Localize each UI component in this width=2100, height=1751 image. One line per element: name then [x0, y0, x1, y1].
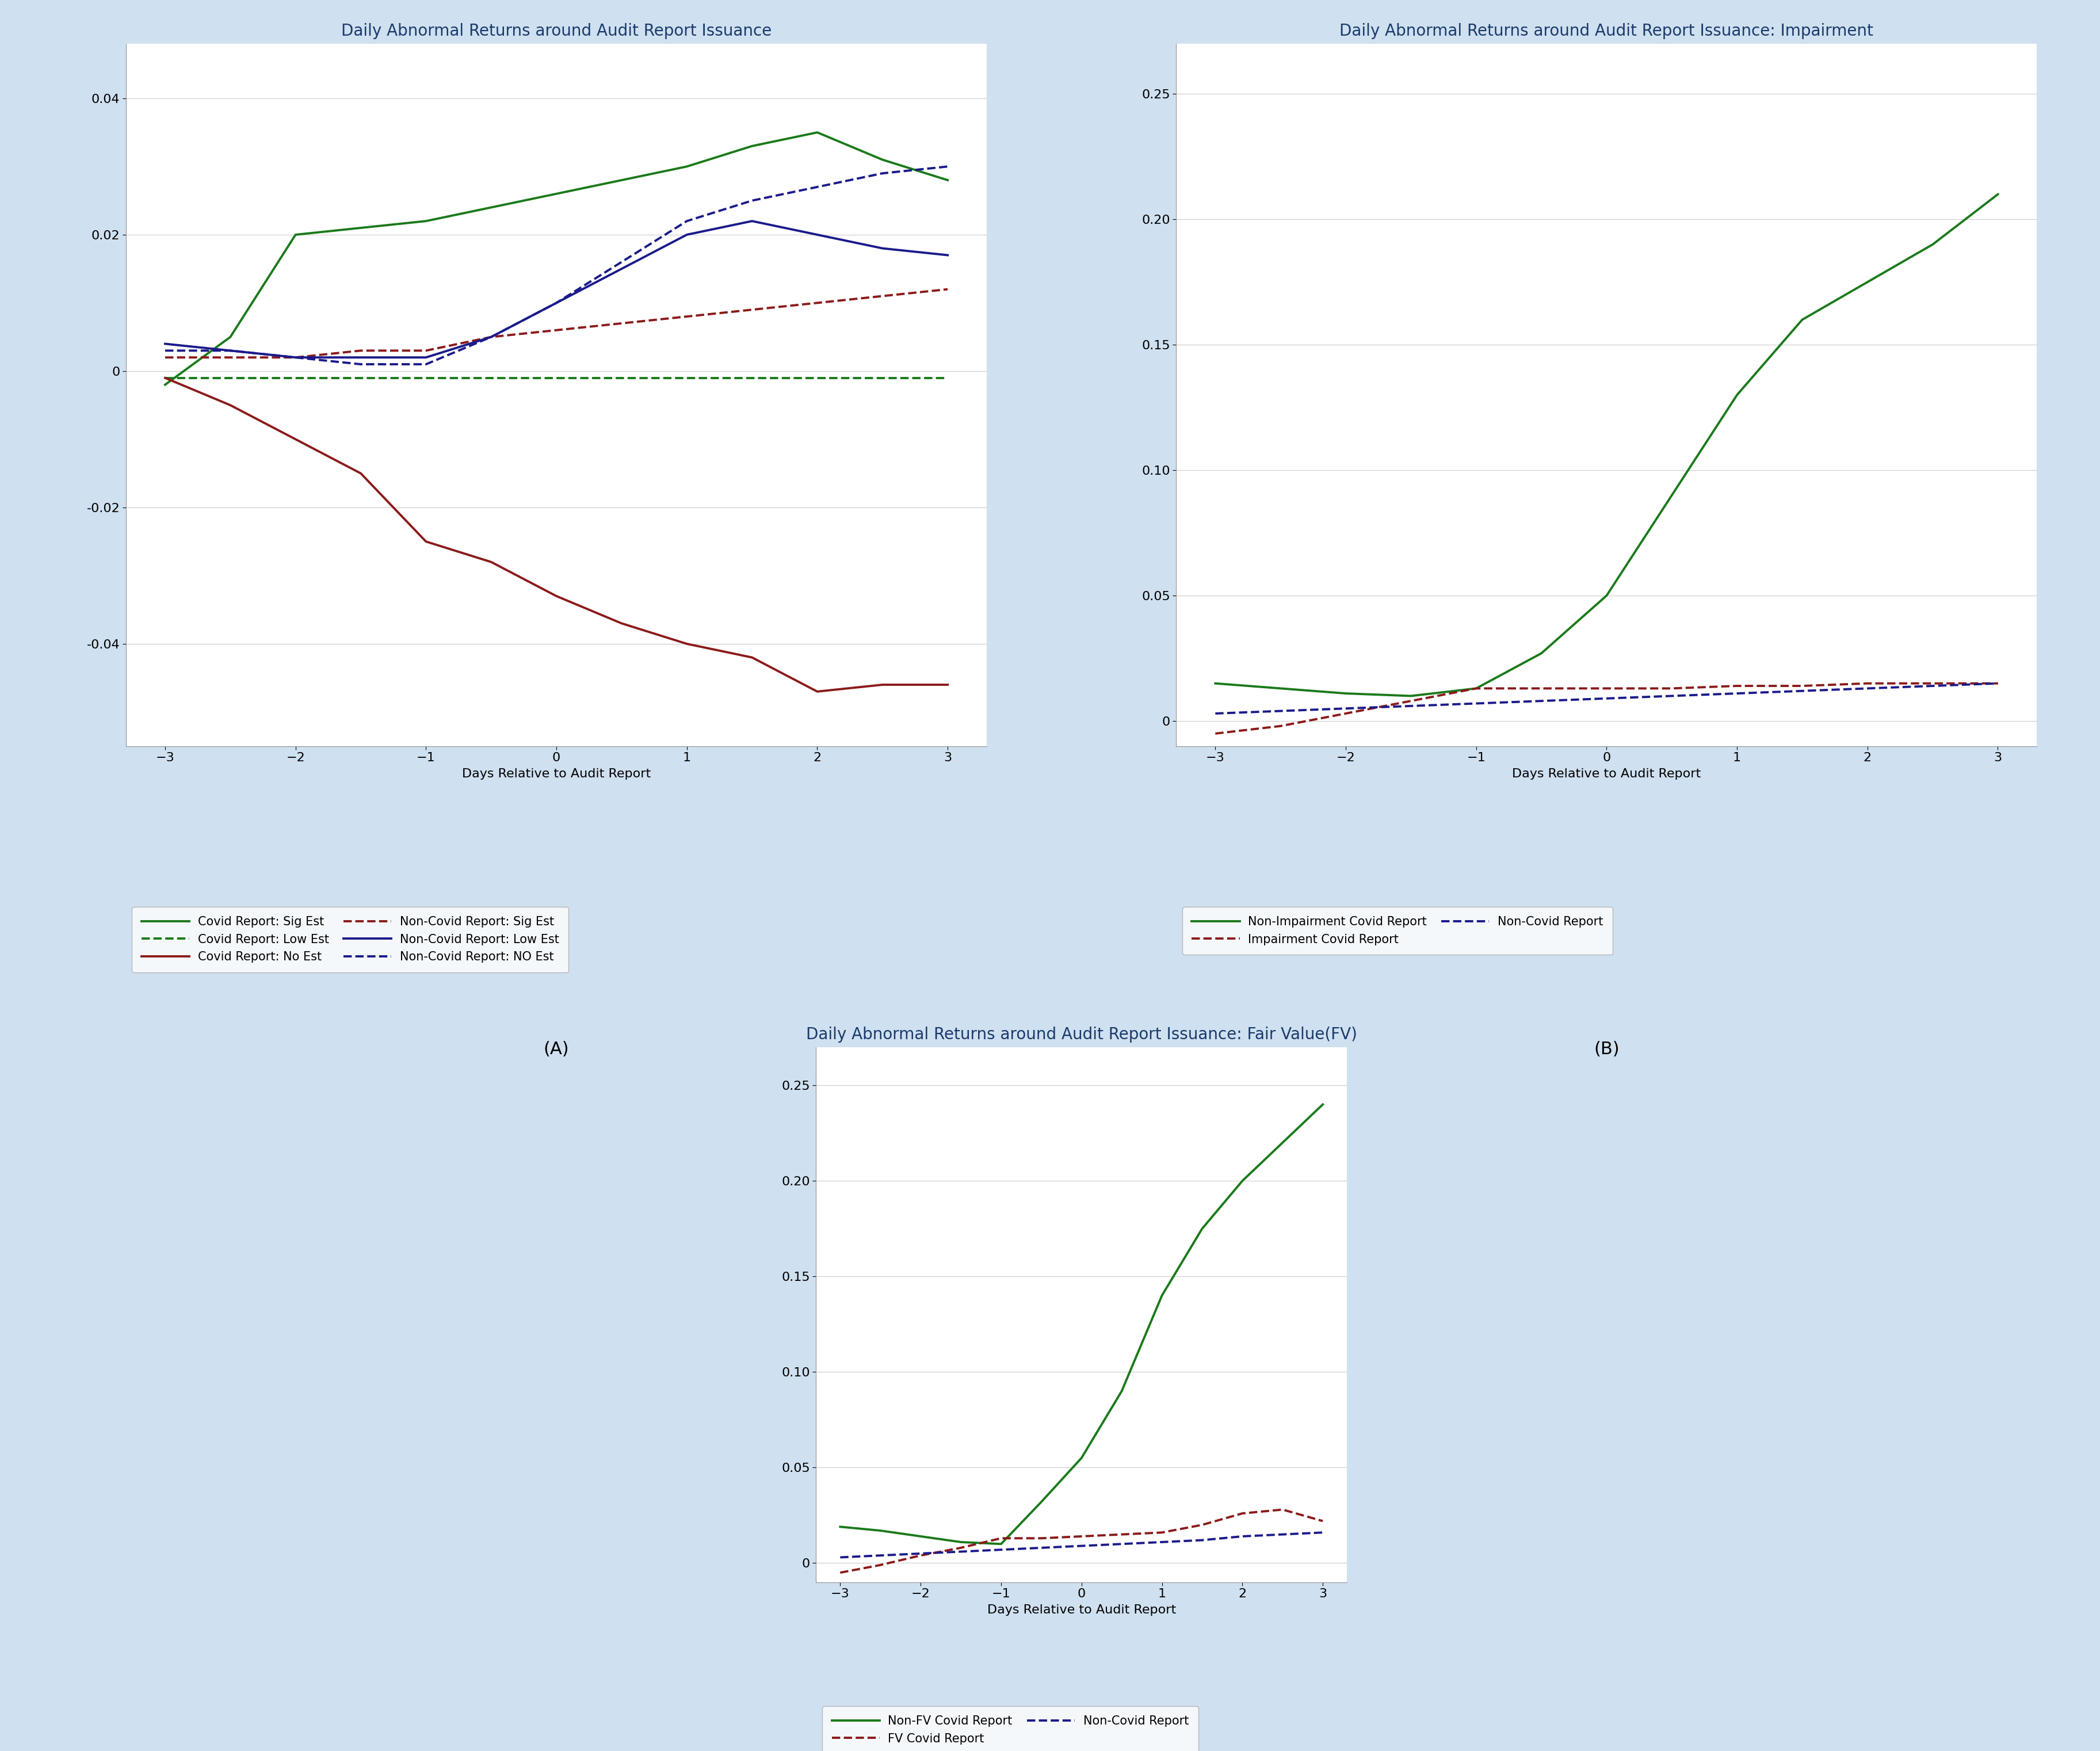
Title: Daily Abnormal Returns around Audit Report Issuance: Daily Abnormal Returns around Audit Repo…: [340, 23, 771, 39]
Text: (B): (B): [1594, 1042, 1619, 1058]
Legend: Non-Impairment Covid Report, Impairment Covid Report, Non-Covid Report: Non-Impairment Covid Report, Impairment …: [1182, 907, 1613, 954]
Legend: Covid Report: Sig Est, Covid Report: Low Est, Covid Report: No Est, Non-Covid Re: Covid Report: Sig Est, Covid Report: Low…: [132, 907, 569, 972]
Legend: Non-FV Covid Report, FV Covid Report, Non-Covid Report: Non-FV Covid Report, FV Covid Report, No…: [821, 1705, 1199, 1751]
X-axis label: Days Relative to Audit Report: Days Relative to Audit Report: [987, 1604, 1176, 1616]
X-axis label: Days Relative to Audit Report: Days Relative to Audit Report: [1512, 769, 1701, 779]
X-axis label: Days Relative to Audit Report: Days Relative to Audit Report: [462, 769, 651, 779]
Title: Daily Abnormal Returns around Audit Report Issuance: Fair Value(FV): Daily Abnormal Returns around Audit Repo…: [806, 1026, 1357, 1042]
Text: (A): (A): [544, 1042, 569, 1058]
Title: Daily Abnormal Returns around Audit Report Issuance: Impairment: Daily Abnormal Returns around Audit Repo…: [1340, 23, 1873, 39]
